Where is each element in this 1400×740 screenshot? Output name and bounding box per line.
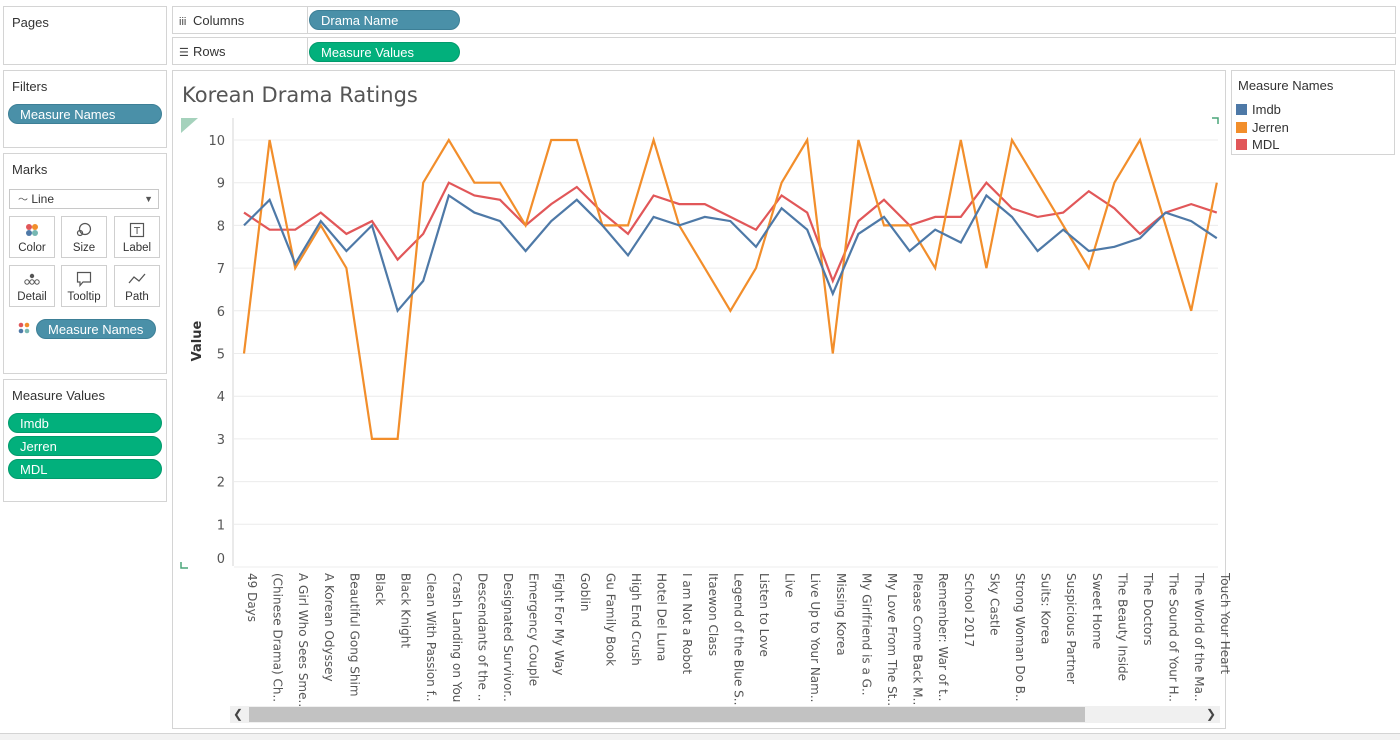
legend-swatch (1236, 104, 1247, 115)
rows-pill-measure-values[interactable]: Measure Values (309, 42, 460, 62)
horizontal-scrollbar[interactable]: ❮ ❯ (230, 706, 1220, 723)
measure-values-title: Measure Values (12, 388, 105, 403)
marks-card: Marks (3, 153, 167, 374)
chart-pane (172, 70, 1226, 729)
detail-icon (10, 270, 54, 290)
filter-pill-measure-names[interactable]: Measure Names (8, 104, 162, 124)
scroll-right-icon[interactable]: ❯ (1205, 707, 1216, 721)
tooltip-icon (62, 270, 106, 290)
svg-text:T: T (133, 226, 141, 237)
legend-swatch (1236, 122, 1247, 133)
measure-pill-jerren[interactable]: Jerren (8, 436, 162, 456)
legend-item-jerren[interactable]: Jerren (1236, 120, 1289, 136)
color-button[interactable]: Color (9, 216, 55, 258)
rows-shelf[interactable]: ☰ Rows (172, 37, 1396, 65)
legend-title: Measure Names (1238, 78, 1334, 93)
rows-shelf-label: ☰ Rows (179, 44, 226, 59)
pages-title: Pages (12, 15, 49, 30)
measure-pill-mdl[interactable]: MDL (8, 459, 162, 479)
mark-type-value: Line (31, 192, 55, 206)
label-icon: T (115, 221, 159, 241)
detail-button[interactable]: Detail (9, 265, 55, 307)
size-icon (62, 221, 106, 241)
scroll-left-icon[interactable]: ❮ (233, 707, 244, 721)
marks-pill-measure-names[interactable]: Measure Names (36, 319, 156, 339)
marks-title: Marks (12, 162, 48, 177)
legend-item-mdl[interactable]: MDL (1236, 137, 1279, 153)
mark-type-dropdown[interactable]: 〜 Line ▼ (9, 189, 159, 209)
path-button[interactable]: Path (114, 265, 160, 307)
sheet-tab-strip (0, 733, 1400, 740)
pages-card: Pages (3, 6, 167, 65)
columns-pill-drama-name[interactable]: Drama Name (309, 10, 460, 30)
chevron-down-icon: ▼ (144, 194, 153, 204)
tooltip-button[interactable]: Tooltip (61, 265, 107, 307)
line-icon: 〜 (18, 195, 28, 206)
legend-item-imdb[interactable]: Imdb (1236, 102, 1281, 118)
columns-shelf-label: iii Columns (179, 13, 245, 28)
legend-swatch (1236, 139, 1247, 150)
rows-icon: ☰ (179, 47, 189, 59)
color-encoding-icon (17, 321, 31, 338)
chart-title: Korean Drama Ratings (182, 83, 418, 107)
size-button[interactable]: Size (61, 216, 107, 258)
shelf-divider (307, 38, 308, 64)
legend-card (1231, 70, 1395, 155)
color-icon (10, 221, 54, 241)
shelf-divider (307, 7, 308, 33)
filters-title: Filters (12, 79, 48, 94)
columns-icon: iii (179, 16, 187, 28)
measure-pill-imdb[interactable]: Imdb (8, 413, 162, 433)
scrollbar-thumb[interactable] (249, 707, 1085, 722)
path-icon (115, 270, 159, 290)
label-button[interactable]: T Label (114, 216, 160, 258)
